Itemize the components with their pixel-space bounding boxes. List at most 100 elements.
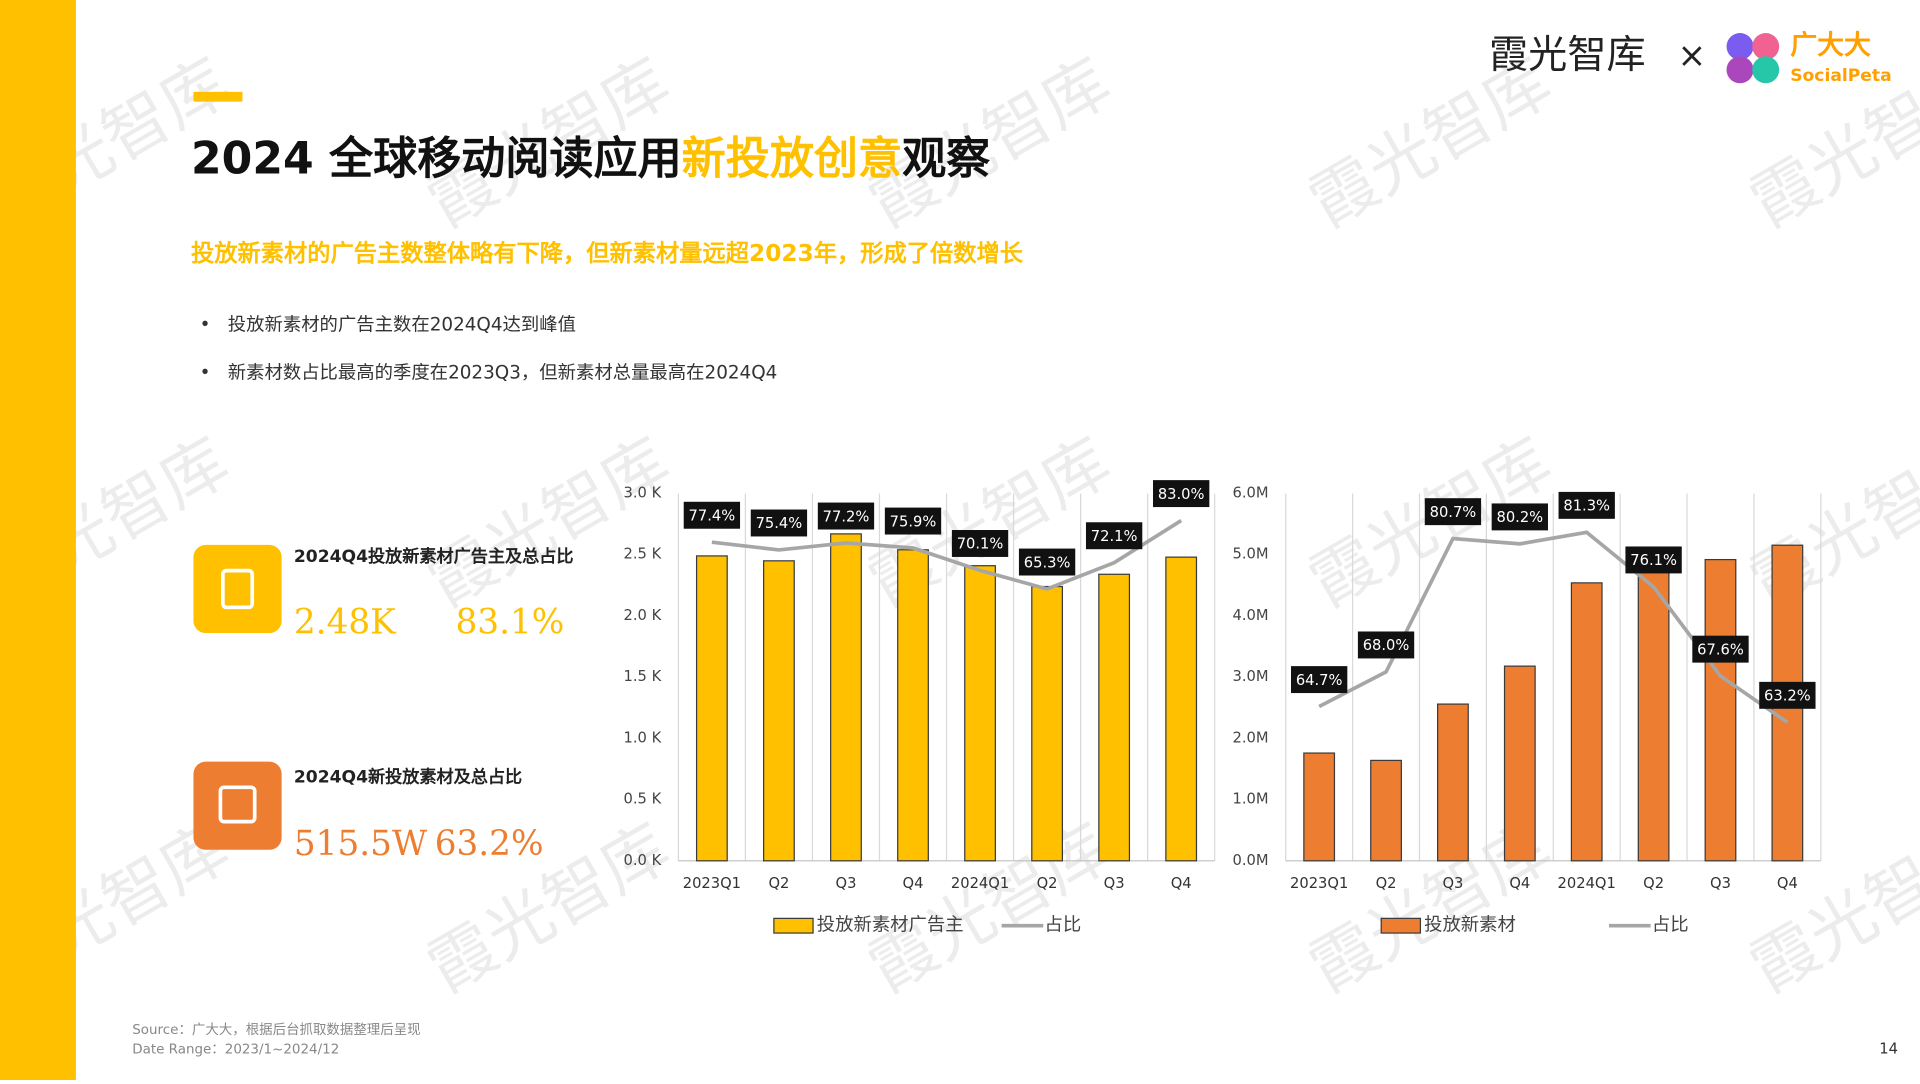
card-label: 2024Q4投放新素材广告主及总占比 xyxy=(294,546,574,567)
card-icon-glyph xyxy=(218,785,257,824)
y-tick-label: 3.0 K xyxy=(624,484,662,501)
watermark: 霞光智库 xyxy=(1737,423,1920,622)
value-label: 65.3% xyxy=(1024,554,1071,571)
bullet: 投放新素材的广告主数在2024Q4达到峰值 xyxy=(228,315,576,336)
x-tick-label: 2024Q1 xyxy=(951,875,1009,892)
title-accent xyxy=(193,91,243,102)
bar xyxy=(1570,582,1603,862)
y-tick-label: 2.0 K xyxy=(624,607,662,624)
value-label: 67.6% xyxy=(1697,641,1744,658)
value-label-box xyxy=(1759,681,1816,709)
logo-partner-en: SocialPeta xyxy=(1790,66,1891,86)
bullet: 新素材数占比最高的季度在2023Q3，但新素材总量最高在2024Q4 xyxy=(228,362,778,383)
card-value: 2.48K xyxy=(294,602,397,642)
logo-partner-cn: 广大大 xyxy=(1790,30,1871,61)
logo-cross: × xyxy=(1678,36,1707,76)
value-label: 72.1% xyxy=(1091,528,1138,545)
value-label: 64.7% xyxy=(1296,672,1343,689)
bar xyxy=(897,549,929,862)
value-label-box xyxy=(1424,498,1482,526)
bullet-dot: • xyxy=(200,362,211,383)
x-tick-label: 2023Q1 xyxy=(683,875,741,892)
title-part: 观察 xyxy=(902,134,991,185)
value-label: 77.2% xyxy=(823,508,870,525)
value-label-box xyxy=(1491,503,1548,531)
y-tick-label: 0.5 K xyxy=(624,791,662,808)
value-label-box xyxy=(1290,666,1348,694)
value-label: 80.2% xyxy=(1496,509,1543,526)
y-tick-label: 2.0M xyxy=(1233,729,1269,746)
title: 2024 全球移动阅读应用新投放创意观察 xyxy=(191,134,991,185)
x-tick-label: Q3 xyxy=(1442,875,1463,892)
bar xyxy=(1437,703,1469,862)
x-tick-label: Q4 xyxy=(1777,875,1798,892)
legend-label: 投放新素材 xyxy=(1424,915,1516,936)
y-tick-label: 3.0M xyxy=(1233,668,1269,685)
x-tick-label: Q4 xyxy=(903,875,924,892)
x-tick-label: 2023Q1 xyxy=(1290,875,1348,892)
value-label: 68.0% xyxy=(1363,637,1410,654)
y-tick-label: 5.0M xyxy=(1233,546,1269,563)
value-label: 75.4% xyxy=(756,515,803,532)
legend-swatch xyxy=(773,917,814,934)
x-tick-label: Q4 xyxy=(1171,875,1192,892)
y-tick-label: 4.0M xyxy=(1233,607,1269,624)
value-label: 83.0% xyxy=(1158,486,1205,503)
y-tick-label: 1.0M xyxy=(1233,791,1269,808)
legend-label: 占比 xyxy=(1652,915,1689,936)
x-tick-label: Q2 xyxy=(768,875,789,892)
x-tick-label: Q4 xyxy=(1509,875,1530,892)
card-icon xyxy=(193,761,282,850)
card-value: 83.1% xyxy=(456,602,565,642)
x-tick-label: 2024Q1 xyxy=(1558,875,1616,892)
x-tick-label: Q3 xyxy=(1104,875,1125,892)
value-label-box xyxy=(1153,480,1210,508)
value-label-box xyxy=(1357,631,1415,659)
y-tick-label: 0.0M xyxy=(1233,852,1269,869)
legend-label: 占比 xyxy=(1044,915,1081,936)
value-label-box xyxy=(1692,635,1749,663)
logo-brand: 霞光智库 xyxy=(1489,33,1646,78)
card-label: 2024Q4新投放素材及总占比 xyxy=(294,767,522,788)
y-tick-label: 1.0 K xyxy=(624,729,662,746)
title-part: 2024 全球移动阅读应用 xyxy=(191,134,682,185)
bar xyxy=(1165,556,1198,862)
y-tick-label: 0.0 K xyxy=(624,852,662,869)
value-label-box xyxy=(1558,491,1615,519)
bar xyxy=(1704,558,1737,862)
x-tick-label: Q3 xyxy=(836,875,857,892)
bullet-dot: • xyxy=(200,315,211,336)
value-label-box xyxy=(683,501,741,529)
bar xyxy=(763,560,795,862)
y-tick-label: 2.5 K xyxy=(624,546,662,563)
card-icon-glyph xyxy=(221,568,255,610)
value-label-box xyxy=(884,507,942,535)
watermark: 霞光智库 xyxy=(415,423,683,622)
bar xyxy=(1098,573,1131,862)
bar xyxy=(695,555,728,862)
bar xyxy=(1503,665,1536,862)
value-label: 77.4% xyxy=(689,507,736,524)
legend-swatch xyxy=(1380,917,1422,934)
value-label-box xyxy=(817,502,875,530)
page-number: 14 xyxy=(1879,1040,1898,1057)
title-highlight: 新投放创意 xyxy=(682,134,902,185)
bar xyxy=(830,533,862,862)
y-tick-label: 6.0M xyxy=(1233,484,1269,501)
y-tick-label: 1.5 K xyxy=(624,668,662,685)
card-icon xyxy=(193,544,282,634)
x-tick-label: Q2 xyxy=(1643,875,1664,892)
bar xyxy=(964,565,996,862)
partner-logo-icon xyxy=(1726,33,1780,84)
value-label: 75.9% xyxy=(890,513,937,530)
x-tick-label: Q2 xyxy=(1037,875,1058,892)
bar xyxy=(1303,752,1336,862)
share-line xyxy=(711,518,1183,591)
value-label: 76.1% xyxy=(1630,552,1677,569)
x-tick-label: Q2 xyxy=(1376,875,1397,892)
card-value: 63.2% xyxy=(435,824,544,864)
value-label: 70.1% xyxy=(957,536,1004,553)
value-label-box xyxy=(951,530,1009,557)
